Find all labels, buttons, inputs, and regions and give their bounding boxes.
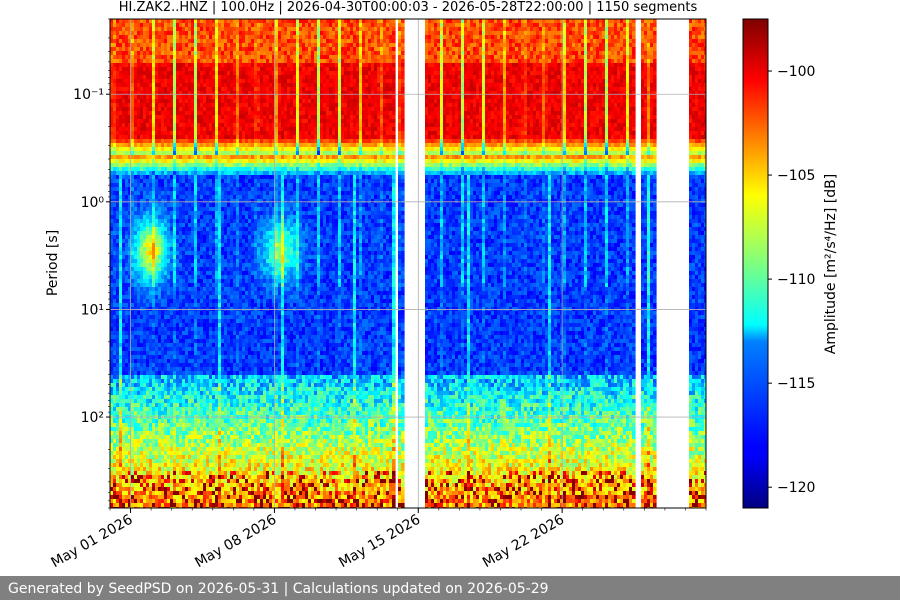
spectrogram-heatmap	[110, 19, 708, 512]
y-tick-label: 10⁻¹	[73, 87, 104, 103]
x-tick-label: May 01 2026	[48, 512, 135, 572]
colorbar-tick-label: −120	[777, 480, 815, 496]
colorbar-tick-label: −110	[777, 272, 815, 288]
footer-bar: Generated by SeedPSD on 2026-05-31 | Cal…	[0, 576, 900, 600]
colorbar-tick-label: −115	[777, 376, 815, 392]
y-tick-label: 10¹	[81, 302, 104, 318]
x-tick-label: May 15 2026	[336, 512, 423, 572]
colorbar-label: Amplitude [m²/s⁴/Hz] [dB]	[823, 174, 839, 354]
colorbar-tick-label: −105	[777, 168, 815, 184]
x-tick-label: May 08 2026	[192, 512, 279, 572]
y-tick-label: 10⁰	[81, 195, 105, 211]
colorbar	[743, 19, 768, 508]
x-tick-label: May 22 2026	[480, 512, 567, 572]
footer-text: Generated by SeedPSD on 2026-05-31 | Cal…	[0, 581, 549, 597]
colorbar-ticks: −100 −105 −110 −115 −120	[768, 64, 815, 496]
colorbar-tick-label: −100	[777, 64, 815, 80]
y-tick-label: 10²	[81, 410, 104, 426]
y-axis-label: Period [s]	[45, 230, 61, 296]
x-axis: May 01 2026 May 08 2026 May 15 2026 May 22 …	[48, 508, 706, 571]
y-axis: 10⁻¹ 10⁰ 10¹ 10²	[73, 19, 110, 508]
